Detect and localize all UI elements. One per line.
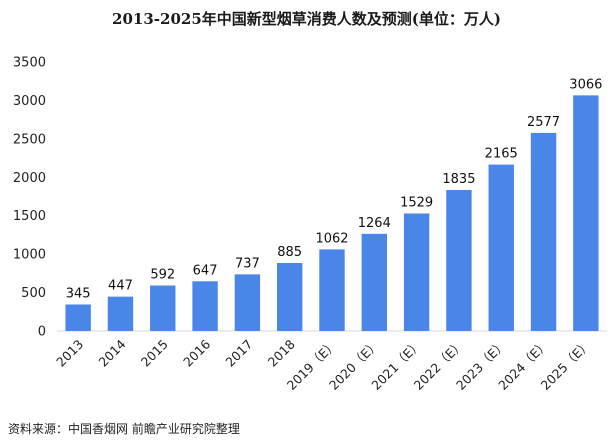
bar	[150, 285, 176, 331]
bar	[573, 95, 599, 331]
x-tick-label: 2013	[53, 337, 86, 370]
bar-value-label: 592	[150, 268, 175, 283]
bar-value-label: 2577	[527, 115, 560, 130]
bar	[446, 189, 472, 331]
bar	[319, 249, 345, 331]
bar	[107, 296, 134, 331]
bar	[192, 281, 218, 331]
bar	[488, 164, 514, 331]
chart-title: 2013-2025年中国新型烟草消费人数及预测(单位：万人)	[112, 10, 501, 28]
bar-value-label: 345	[66, 286, 91, 301]
y-tick-label: 3000	[13, 94, 46, 109]
bar-value-label: 1835	[442, 172, 475, 187]
bar	[65, 304, 91, 331]
bar-value-label: 647	[193, 263, 218, 278]
bars	[65, 95, 599, 331]
bar-value-label: 885	[277, 245, 302, 260]
bar	[403, 213, 430, 331]
y-tick-label: 1500	[13, 209, 46, 224]
source-note: 资料来源：中国香烟网 前瞻产业研究院整理	[8, 422, 240, 436]
x-tick-label: 2016	[180, 336, 213, 369]
y-axis-ticks: 0 500 1000 1500 2000 2500 3000 3500	[13, 56, 46, 340]
bar	[277, 262, 303, 331]
bar	[361, 233, 387, 331]
x-tick-label: 2014	[95, 336, 128, 369]
data-labels: 345 447 592 647 737 885 1062 1264 1529 1835 2165 25…	[66, 77, 603, 301]
y-tick-label: 2000	[13, 171, 46, 186]
y-tick-label: 1000	[13, 248, 46, 263]
y-tick-label: 2500	[13, 132, 46, 147]
bar-value-label: 1062	[315, 231, 348, 246]
bar-value-label: 2165	[485, 147, 518, 162]
x-tick-label: 2015	[138, 337, 171, 370]
bar	[530, 132, 557, 331]
y-tick-label: 0	[38, 325, 46, 340]
bar-value-label: 447	[108, 279, 133, 294]
bar-value-label: 1264	[358, 216, 391, 231]
x-tick-label: 2017	[222, 337, 255, 370]
bar-value-label: 737	[235, 256, 260, 271]
y-tick-label: 3500	[13, 56, 46, 71]
bar-value-label: 1529	[400, 195, 433, 210]
x-axis-ticks: 2013 2014 2015 2016 2017 20182019（E）2020（E）20…	[53, 336, 594, 392]
bar-value-label: 3066	[569, 77, 602, 92]
y-tick-label: 500	[21, 286, 46, 301]
x-tick-label: 2018	[265, 336, 298, 369]
bar	[234, 274, 261, 331]
